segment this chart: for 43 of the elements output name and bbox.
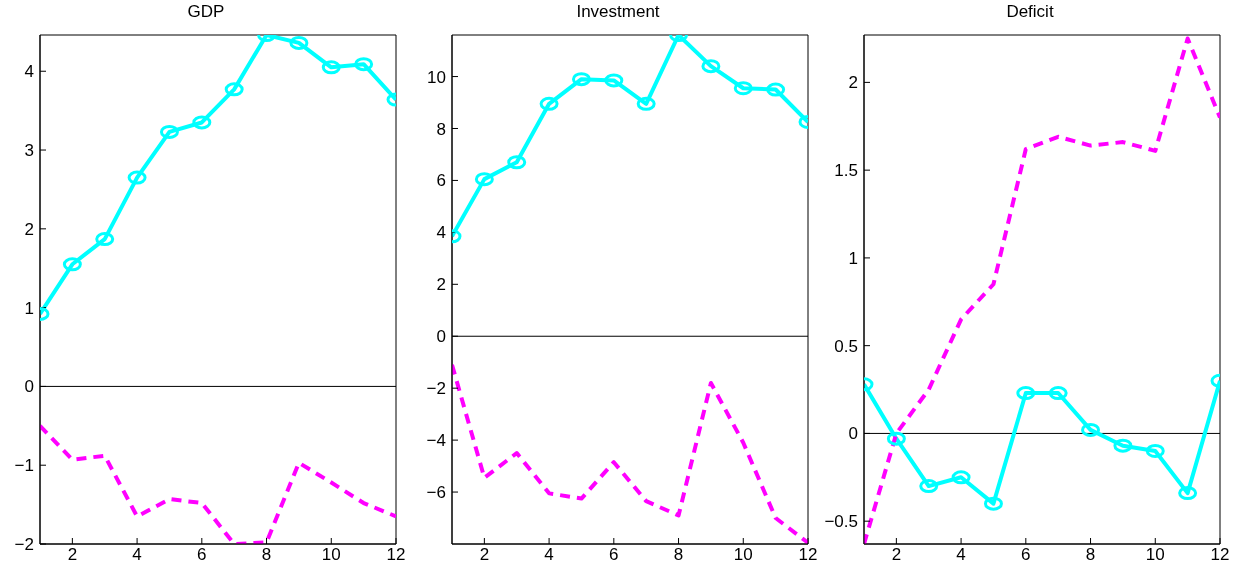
y-tick-label: 4	[436, 223, 446, 243]
y-tick-label: 0.5	[834, 336, 858, 356]
y-tick-label: 10	[427, 67, 446, 87]
x-tick-label: 10	[733, 545, 753, 564]
x-tick-label: 10	[1145, 545, 1165, 564]
y-tick-label: 0	[436, 327, 446, 347]
x-tick-label: 12	[1210, 545, 1230, 564]
x-tick-label: 2	[479, 545, 490, 564]
y-tick-label: −1	[14, 456, 34, 476]
chart-title: Deficit	[1005, 1, 1055, 23]
x-tick-label: 6	[1021, 545, 1031, 564]
y-tick-label: 1.5	[834, 161, 858, 181]
y-tick-label: 8	[436, 119, 446, 139]
y-tick-label: 1	[848, 248, 858, 268]
y-tick-label: −4	[426, 431, 446, 451]
x-tick-label: 4	[956, 545, 966, 564]
y-tick-label: 0	[24, 377, 34, 397]
x-tick-label: 4	[132, 545, 142, 564]
x-tick-label: 6	[197, 545, 207, 564]
y-tick-label: 4	[24, 62, 34, 82]
y-tick-label: 0	[848, 424, 858, 444]
y-tick-label: −2	[426, 379, 446, 399]
x-tick-label: 12	[386, 545, 406, 564]
y-tick-label: 1	[24, 298, 34, 318]
y-tick-label: 3	[24, 141, 34, 161]
y-tick-label: −0.5	[824, 512, 858, 532]
x-tick-label: 8	[1085, 545, 1096, 564]
chart-title: Investment	[575, 1, 661, 23]
x-tick-label: 8	[673, 545, 684, 564]
x-tick-label: 2	[891, 545, 902, 564]
y-tick-label: −6	[426, 483, 446, 503]
x-tick-label: 4	[544, 545, 554, 564]
x-tick-label: 2	[67, 545, 78, 564]
y-tick-label: −2	[14, 535, 34, 555]
y-tick-label: 6	[436, 171, 446, 191]
x-tick-label: 10	[321, 545, 341, 564]
chart-title: GDP	[186, 1, 226, 23]
y-tick-label: 2	[848, 73, 858, 93]
x-tick-label: 12	[798, 545, 818, 564]
y-tick-label: 2	[436, 275, 446, 295]
x-tick-label: 8	[261, 545, 272, 564]
y-tick-label: 2	[24, 219, 34, 239]
x-tick-label: 6	[609, 545, 619, 564]
